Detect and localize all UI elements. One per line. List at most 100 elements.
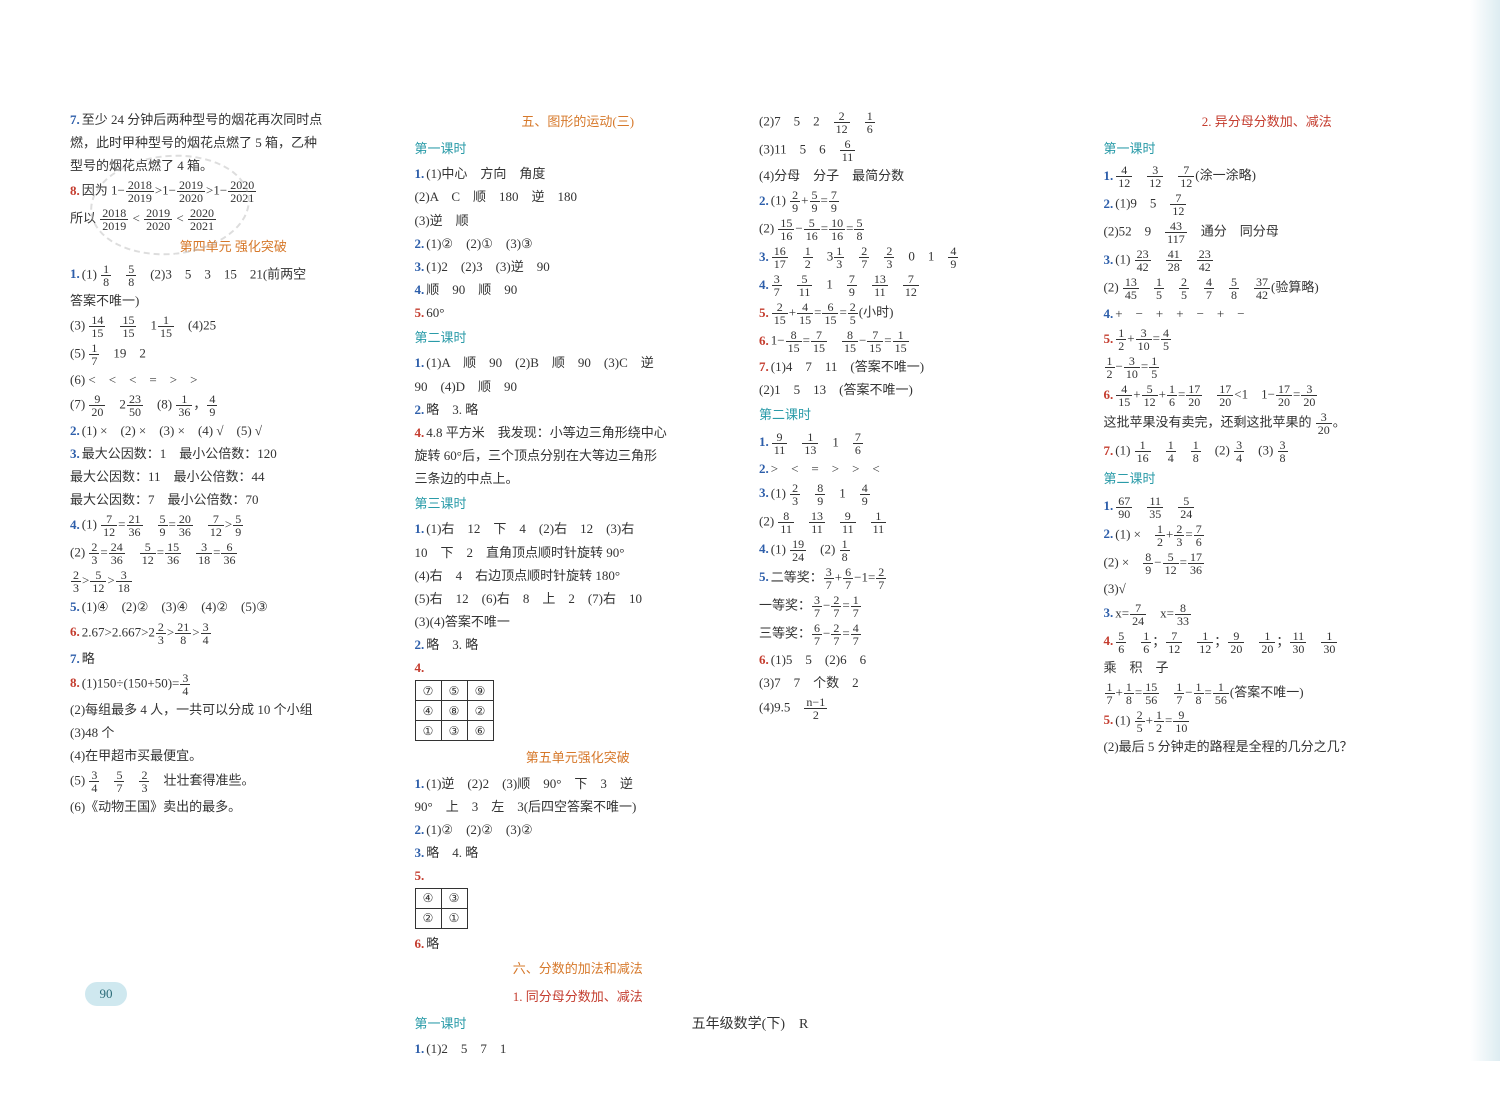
fraction: 23: [71, 569, 81, 594]
fraction: 29: [790, 189, 800, 214]
answer-line: 1.412 312 712(涂一涂略): [1104, 164, 1431, 189]
item-number: 7.: [70, 112, 80, 127]
answer-line: 5.(1)④ (2)② (3)④ (4)② (5)③: [70, 597, 397, 617]
answer-line: 乘 积 子: [1104, 658, 1431, 678]
answer-line: 5.215+415=615=25(小时): [759, 301, 1086, 326]
answer-line: 4.56 16；712 112；920 120；1130 130: [1104, 630, 1431, 655]
fraction: 13: [834, 245, 844, 270]
item-number: 2.: [415, 402, 425, 417]
item-number: 2.: [70, 423, 80, 438]
fraction: 1130: [1290, 630, 1306, 655]
grid-cell: ⑦: [415, 681, 441, 701]
answer-line: (2) × 89−512=1736: [1104, 551, 1431, 576]
fraction: 49: [860, 482, 870, 507]
answer-line: 7.略: [70, 649, 397, 669]
fraction: 1736: [1188, 551, 1204, 576]
fraction: 815: [842, 329, 858, 354]
item-number: 6.: [759, 652, 769, 667]
grid-cell: ③: [441, 889, 467, 909]
answer-line: (2)52 9 43117 通分 同分母: [1104, 220, 1431, 245]
answer-line: (3)7 7 个数 2: [759, 673, 1086, 693]
fraction: 20202021: [228, 179, 256, 204]
item-number: 1.: [415, 521, 425, 536]
answer-line: 1.(1)右 12 下 4 (2)右 12 (3)右: [415, 519, 742, 539]
answer-line: 4.顺 90 顺 90: [415, 280, 742, 300]
fraction: 56: [1116, 630, 1126, 655]
fraction: 2350: [127, 393, 143, 418]
fraction: 1311: [872, 273, 888, 298]
right-edge-shadow: [1470, 0, 1500, 1061]
fraction: 1415: [89, 314, 105, 339]
fraction: 37: [824, 566, 834, 591]
item-number: 5.: [1104, 712, 1114, 727]
fraction: 16: [865, 110, 875, 135]
item-number: 4.: [415, 425, 425, 440]
fraction: 310: [1136, 327, 1152, 352]
answer-line: 5.④③②①: [415, 866, 742, 931]
fraction: 318: [116, 569, 132, 594]
item-number: 6.: [1104, 387, 1114, 402]
answer-line: 5.二等奖：37+67−1=27: [759, 566, 1086, 591]
fraction: 34: [89, 769, 99, 794]
fraction: 215: [772, 301, 788, 326]
fraction: 910: [1173, 709, 1189, 734]
answer-line: 1.6790 1135 524: [1104, 495, 1431, 520]
fraction: 37: [772, 273, 782, 298]
answer-line: 1.911 113 1 76: [759, 431, 1086, 456]
fraction: 79: [829, 189, 839, 214]
answer-line: 23>512>318: [70, 569, 397, 594]
answer-line: 最大公因数：7 最小公倍数：70: [70, 490, 397, 510]
column-1: 7.至少 24 分钟后两种型号的烟花再次同时点燃，此时甲种型号的烟花点燃了 5 …: [70, 110, 397, 1059]
fraction: 1345: [1123, 276, 1139, 301]
fraction: 25: [1135, 709, 1145, 734]
item-number: 1.: [415, 776, 425, 791]
answer-line: 型号的烟花点燃了 4 箱。: [70, 156, 397, 176]
answer-line: 3.最大公因数：1 最小公倍数：120: [70, 444, 397, 464]
item-number: 2.: [415, 236, 425, 251]
fraction: 37: [812, 594, 822, 619]
fraction: 1720: [1276, 383, 1292, 408]
fraction: 18: [101, 263, 111, 288]
item-number: 5.: [70, 599, 80, 614]
fraction: 23: [790, 482, 800, 507]
column-4: 2. 异分母分数加、减法第一课时1.412 312 712(涂一涂略)2.(1)…: [1104, 110, 1431, 1059]
fraction: 1135: [1147, 495, 1163, 520]
fraction: 18: [1124, 681, 1134, 706]
item-number: 3.: [415, 259, 425, 274]
item-number: 2.: [759, 461, 769, 476]
fraction: 815: [786, 329, 802, 354]
item-number: 5.: [759, 305, 769, 320]
answer-line: 4.+ − + + − + −: [1104, 304, 1431, 324]
item-number: 7.: [759, 359, 769, 374]
fraction: 130: [1321, 630, 1337, 655]
fraction: 6790: [1116, 495, 1132, 520]
answer-line: 1.(1)2 5 7 1: [415, 1039, 742, 1059]
fraction: 111: [871, 510, 887, 535]
fraction: 320: [1316, 411, 1332, 436]
fraction: 67: [812, 622, 822, 647]
fraction: 318: [196, 541, 212, 566]
answer-line: (2) 811 1311 911 111: [759, 510, 1086, 535]
number-grid: ④③②①: [415, 888, 468, 929]
section-heading: 第四单元 强化突破: [70, 237, 397, 257]
fraction: 2436: [109, 541, 125, 566]
fraction: 18: [840, 538, 850, 563]
section-heading: 第二课时: [415, 328, 742, 348]
fraction: 911: [840, 510, 856, 535]
fraction: 12: [803, 245, 813, 270]
fraction: 512: [90, 569, 106, 594]
answer-line: (4)右 4 右边顶点顺时针旋转 180°: [415, 566, 742, 586]
item-number: 5.: [415, 305, 425, 320]
column-3: (2)7 5 2 212 16(3)11 5 6 611(4)分母 分子 最简分…: [759, 110, 1086, 1059]
fraction: 34: [180, 672, 190, 697]
fraction: 76: [1194, 523, 1204, 548]
fraction: 512: [1163, 551, 1179, 576]
fraction: 310: [1124, 355, 1140, 380]
fraction: 67: [843, 566, 853, 591]
item-number: 3.: [759, 249, 769, 264]
item-number: 2.: [415, 822, 425, 837]
answer-line: 2.(1)9 5 712: [1104, 192, 1431, 217]
fraction: 1556: [1143, 681, 1159, 706]
item-number: 5.: [759, 569, 769, 584]
answer-line: (2)每组最多 4 人，一共可以分成 10 个小组: [70, 700, 397, 720]
